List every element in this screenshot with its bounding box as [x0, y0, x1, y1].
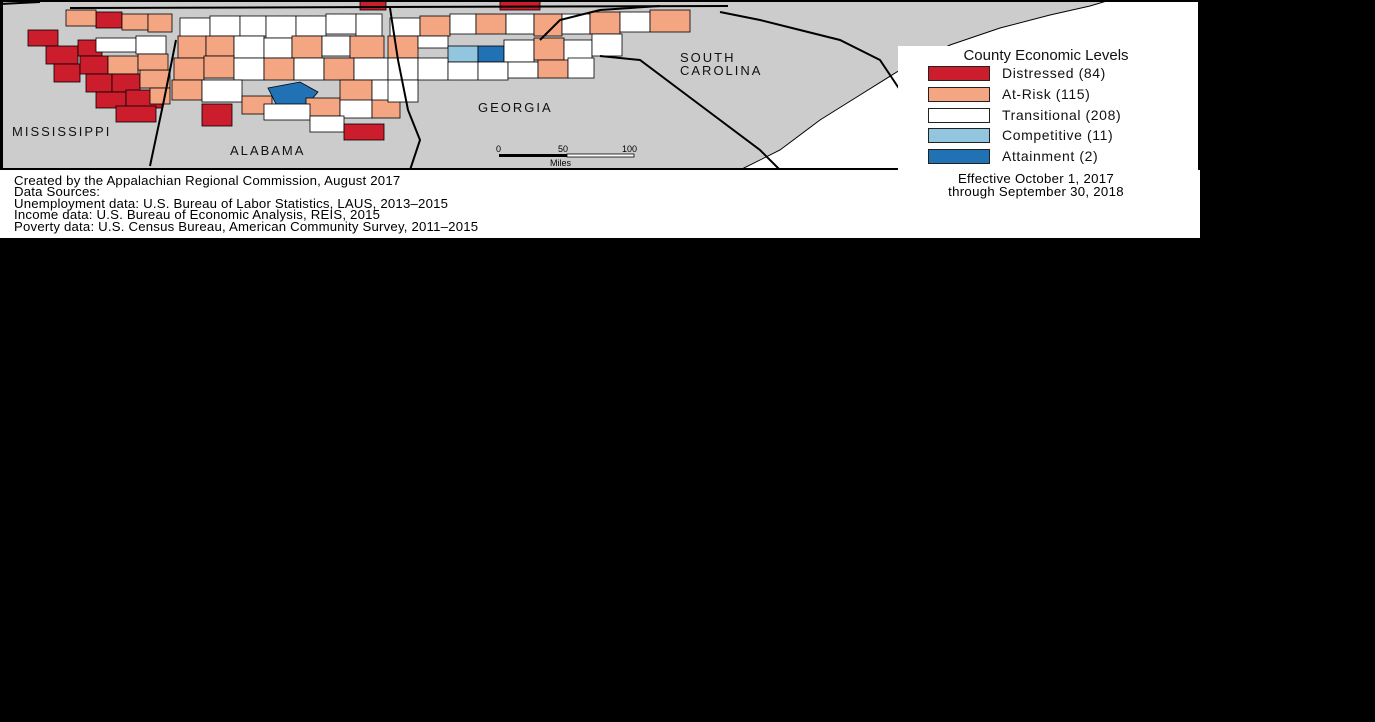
- legend-swatch-at-risk: [928, 86, 990, 102]
- map-border: [0, 0, 1200, 170]
- scale-unit: Miles: [550, 158, 572, 168]
- legend-label-transitional: Transitional (208): [1002, 107, 1122, 123]
- legend: County Economic Levels Distressed (84) A…: [898, 46, 1198, 170]
- legend-label-attainment: Attainment (2): [1002, 148, 1099, 164]
- legend-label-competitive: Competitive (11): [1002, 127, 1114, 143]
- credit-poverty: Poverty data: U.S. Census Bureau, Americ…: [14, 218, 479, 234]
- alabama-counties: [171, 13, 401, 141]
- scale-tick-100: 100: [622, 144, 637, 154]
- scale-bar: 0 50 100 Miles: [496, 144, 637, 168]
- credit-income: Income data: U.S. Bureau of Economic Ana…: [14, 207, 381, 223]
- scale-tick-0: 0: [496, 144, 501, 154]
- legend-title: County Economic Levels: [963, 47, 1129, 64]
- legend-item-distressed: Distressed (84): [928, 65, 1106, 81]
- effective-line-2: through September 30, 2018: [948, 183, 1124, 199]
- legend-label-at-risk: At-Risk (115): [1002, 86, 1091, 102]
- state-label-georgia: GEORGIA: [478, 100, 553, 115]
- effective-dates: Effective October 1, 2017 through Septem…: [880, 171, 1192, 199]
- legend-item-at-risk: At-Risk (115): [928, 86, 1090, 102]
- legend-swatch-competitive: [928, 127, 990, 143]
- scale-tick-50: 50: [558, 144, 568, 154]
- legend-label-distressed: Distressed (84): [1002, 65, 1106, 81]
- legend-swatch-attainment: [928, 148, 990, 164]
- credit-data-sources: Data Sources:: [14, 184, 101, 200]
- credit-created-by: Created by the Appalachian Regional Comm…: [14, 173, 401, 188]
- state-label-alabama: ALABAMA: [230, 143, 305, 158]
- legend-item-transitional: Transitional (208): [928, 107, 1121, 123]
- legend-item-competitive: Competitive (11): [928, 127, 1113, 143]
- legend-item-attainment: Attainment (2): [928, 148, 1098, 164]
- effective-line-1: Effective October 1, 2017: [957, 171, 1115, 186]
- credits: Created by the Appalachian Regional Comm…: [14, 173, 479, 234]
- credit-unemployment: Unemployment data: U.S. Bureau of Labor …: [14, 195, 449, 211]
- state-label-south-carolina-1: SOUTH: [680, 50, 736, 65]
- mississippi-counties: [27, 9, 173, 123]
- legend-swatch-distressed: [928, 65, 990, 81]
- map-figure: MISSISSIPPI ALABAMA GEORGIA SOUTH CAROLI…: [0, 0, 1200, 238]
- legend-swatch-transitional: [928, 107, 990, 123]
- state-label-south-carolina-2: CAROLINA: [680, 63, 762, 78]
- state-label-mississippi: MISSISSIPPI: [12, 124, 111, 139]
